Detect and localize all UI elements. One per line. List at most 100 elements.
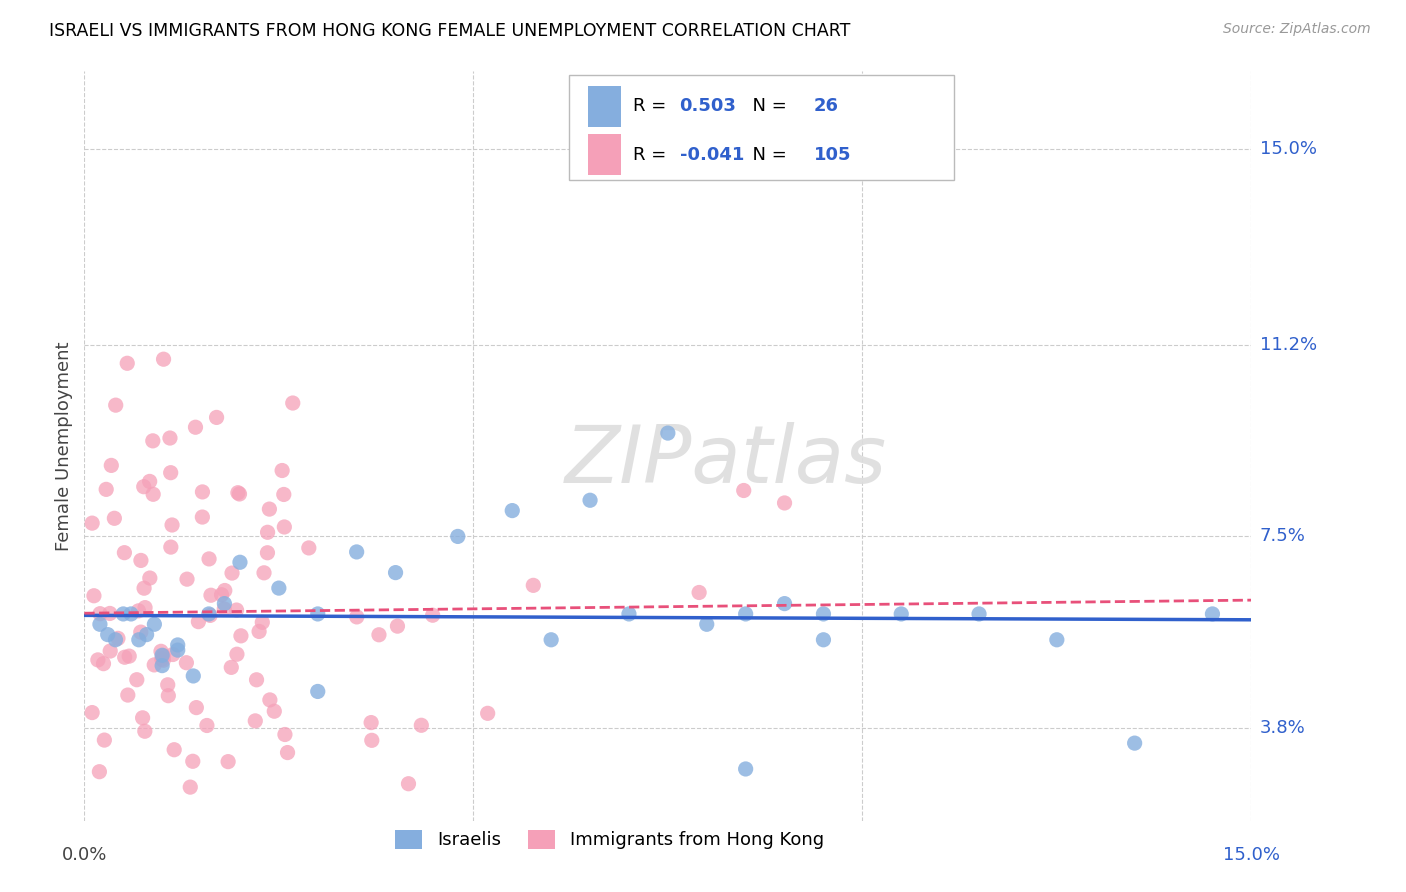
Point bbox=[273, 487, 295, 501]
Point bbox=[229, 629, 252, 643]
Text: 26: 26 bbox=[814, 97, 839, 115]
Text: R =: R = bbox=[633, 97, 672, 115]
Point bbox=[773, 496, 796, 510]
Point bbox=[360, 715, 382, 730]
FancyBboxPatch shape bbox=[589, 134, 621, 176]
Point bbox=[160, 540, 183, 554]
Point bbox=[139, 571, 162, 585]
Point bbox=[253, 566, 276, 580]
Point bbox=[114, 650, 136, 665]
Point bbox=[176, 572, 198, 586]
Point bbox=[107, 632, 129, 646]
Point bbox=[384, 566, 406, 580]
Point bbox=[477, 706, 499, 721]
Point bbox=[214, 597, 236, 611]
Point bbox=[131, 711, 153, 725]
Point bbox=[98, 607, 121, 621]
Point bbox=[160, 518, 183, 533]
Text: 0.0%: 0.0% bbox=[62, 846, 107, 863]
Point bbox=[115, 356, 138, 370]
Point bbox=[259, 693, 281, 707]
Point bbox=[734, 607, 756, 621]
Point bbox=[89, 764, 111, 779]
Point bbox=[96, 483, 118, 497]
Text: ISRAELI VS IMMIGRANTS FROM HONG KONG FEMALE UNEMPLOYMENT CORRELATION CHART: ISRAELI VS IMMIGRANTS FROM HONG KONG FEM… bbox=[49, 22, 851, 40]
Point bbox=[176, 656, 198, 670]
Text: 0.503: 0.503 bbox=[679, 97, 737, 115]
Point bbox=[346, 545, 368, 559]
Point bbox=[93, 733, 115, 747]
Point bbox=[100, 458, 122, 473]
Point bbox=[138, 475, 160, 489]
Point bbox=[225, 603, 247, 617]
Point bbox=[150, 652, 173, 666]
Point bbox=[166, 643, 188, 657]
Text: ZIPatlas: ZIPatlas bbox=[565, 422, 887, 500]
Point bbox=[152, 653, 174, 667]
FancyBboxPatch shape bbox=[589, 86, 621, 127]
Point bbox=[82, 516, 104, 530]
Point bbox=[118, 649, 141, 664]
Point bbox=[228, 487, 250, 501]
Point bbox=[152, 352, 174, 367]
Point bbox=[112, 546, 135, 560]
Point bbox=[83, 589, 105, 603]
Point bbox=[125, 673, 148, 687]
Point bbox=[540, 632, 562, 647]
Point bbox=[150, 644, 173, 658]
Point bbox=[143, 617, 166, 632]
Text: R =: R = bbox=[633, 145, 672, 164]
Point bbox=[142, 487, 165, 501]
Point bbox=[226, 647, 249, 661]
Point bbox=[150, 658, 173, 673]
Text: 3.8%: 3.8% bbox=[1260, 719, 1305, 737]
Point bbox=[579, 493, 602, 508]
Point bbox=[890, 607, 912, 621]
Point bbox=[277, 746, 299, 760]
Text: 15.0%: 15.0% bbox=[1223, 846, 1279, 863]
Point bbox=[214, 602, 236, 616]
Point bbox=[184, 420, 207, 434]
Point bbox=[411, 718, 433, 732]
Point bbox=[214, 583, 236, 598]
Point bbox=[129, 625, 152, 640]
Point bbox=[142, 434, 165, 448]
Point bbox=[127, 604, 149, 618]
Point bbox=[128, 632, 150, 647]
Point bbox=[163, 742, 186, 756]
Point bbox=[187, 615, 209, 629]
Point bbox=[191, 484, 214, 499]
Point bbox=[501, 503, 523, 517]
Point bbox=[360, 733, 382, 747]
Point bbox=[135, 627, 157, 641]
Point bbox=[1201, 607, 1223, 621]
Point bbox=[733, 483, 755, 498]
Point bbox=[245, 673, 267, 687]
Point bbox=[198, 608, 221, 623]
Text: N =: N = bbox=[741, 145, 793, 164]
Point bbox=[813, 632, 835, 647]
Point bbox=[198, 552, 221, 566]
Point bbox=[103, 511, 125, 525]
Point bbox=[191, 510, 214, 524]
Point bbox=[967, 607, 990, 621]
Point bbox=[1123, 736, 1146, 750]
Point bbox=[734, 762, 756, 776]
Point bbox=[181, 669, 204, 683]
Point bbox=[297, 834, 319, 848]
Point bbox=[256, 546, 278, 560]
Point bbox=[256, 525, 278, 540]
Point bbox=[307, 684, 329, 698]
Point bbox=[252, 615, 274, 630]
Point bbox=[274, 727, 297, 741]
Point bbox=[657, 426, 679, 441]
Point bbox=[97, 627, 120, 641]
Point bbox=[217, 755, 239, 769]
Text: Source: ZipAtlas.com: Source: ZipAtlas.com bbox=[1223, 22, 1371, 37]
Point bbox=[82, 706, 104, 720]
Point bbox=[104, 398, 127, 412]
Point bbox=[247, 624, 270, 639]
Y-axis label: Female Unemployment: Female Unemployment bbox=[55, 342, 73, 550]
FancyBboxPatch shape bbox=[568, 75, 953, 180]
Point bbox=[186, 700, 208, 714]
